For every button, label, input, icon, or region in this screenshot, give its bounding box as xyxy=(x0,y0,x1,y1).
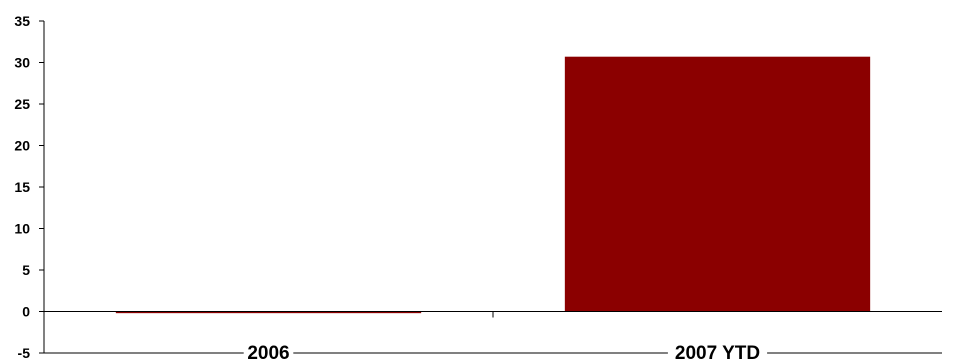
y-tick-label: 10 xyxy=(14,221,30,237)
bar-2 xyxy=(564,56,871,312)
y-tick-label: -5 xyxy=(18,345,31,361)
category-label-backdrop xyxy=(667,341,768,359)
y-tick-label: 5 xyxy=(22,262,30,278)
category-label-backdrop xyxy=(243,341,294,359)
y-ticks-group: -5 0 5 10 15 20 25 30 35 xyxy=(14,13,44,361)
y-tick-label: 0 xyxy=(22,304,30,320)
y-tick-label: 25 xyxy=(14,96,30,112)
category-label: 2006 xyxy=(247,343,289,361)
y-tick-label: 35 xyxy=(14,13,30,29)
y-tick-label: 30 xyxy=(14,55,30,71)
y-tick-label: 20 xyxy=(14,138,30,154)
y-tick-label: 15 xyxy=(14,179,30,195)
category-labels-group: 2006 2007 YTD xyxy=(243,341,768,361)
bars-group xyxy=(115,56,871,314)
category-label: 2007 YTD xyxy=(675,343,760,361)
bar-1 xyxy=(115,311,422,314)
